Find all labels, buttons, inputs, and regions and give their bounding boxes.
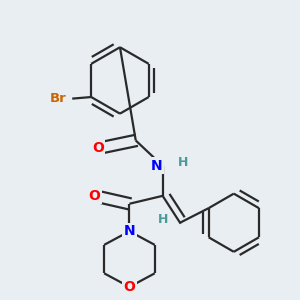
Text: N: N [151, 159, 162, 173]
Text: H: H [178, 156, 188, 169]
Text: O: O [89, 189, 100, 203]
Text: N: N [124, 224, 135, 238]
Text: Br: Br [50, 92, 66, 105]
Text: O: O [92, 141, 104, 155]
Text: H: H [158, 213, 168, 226]
Text: O: O [124, 280, 135, 294]
